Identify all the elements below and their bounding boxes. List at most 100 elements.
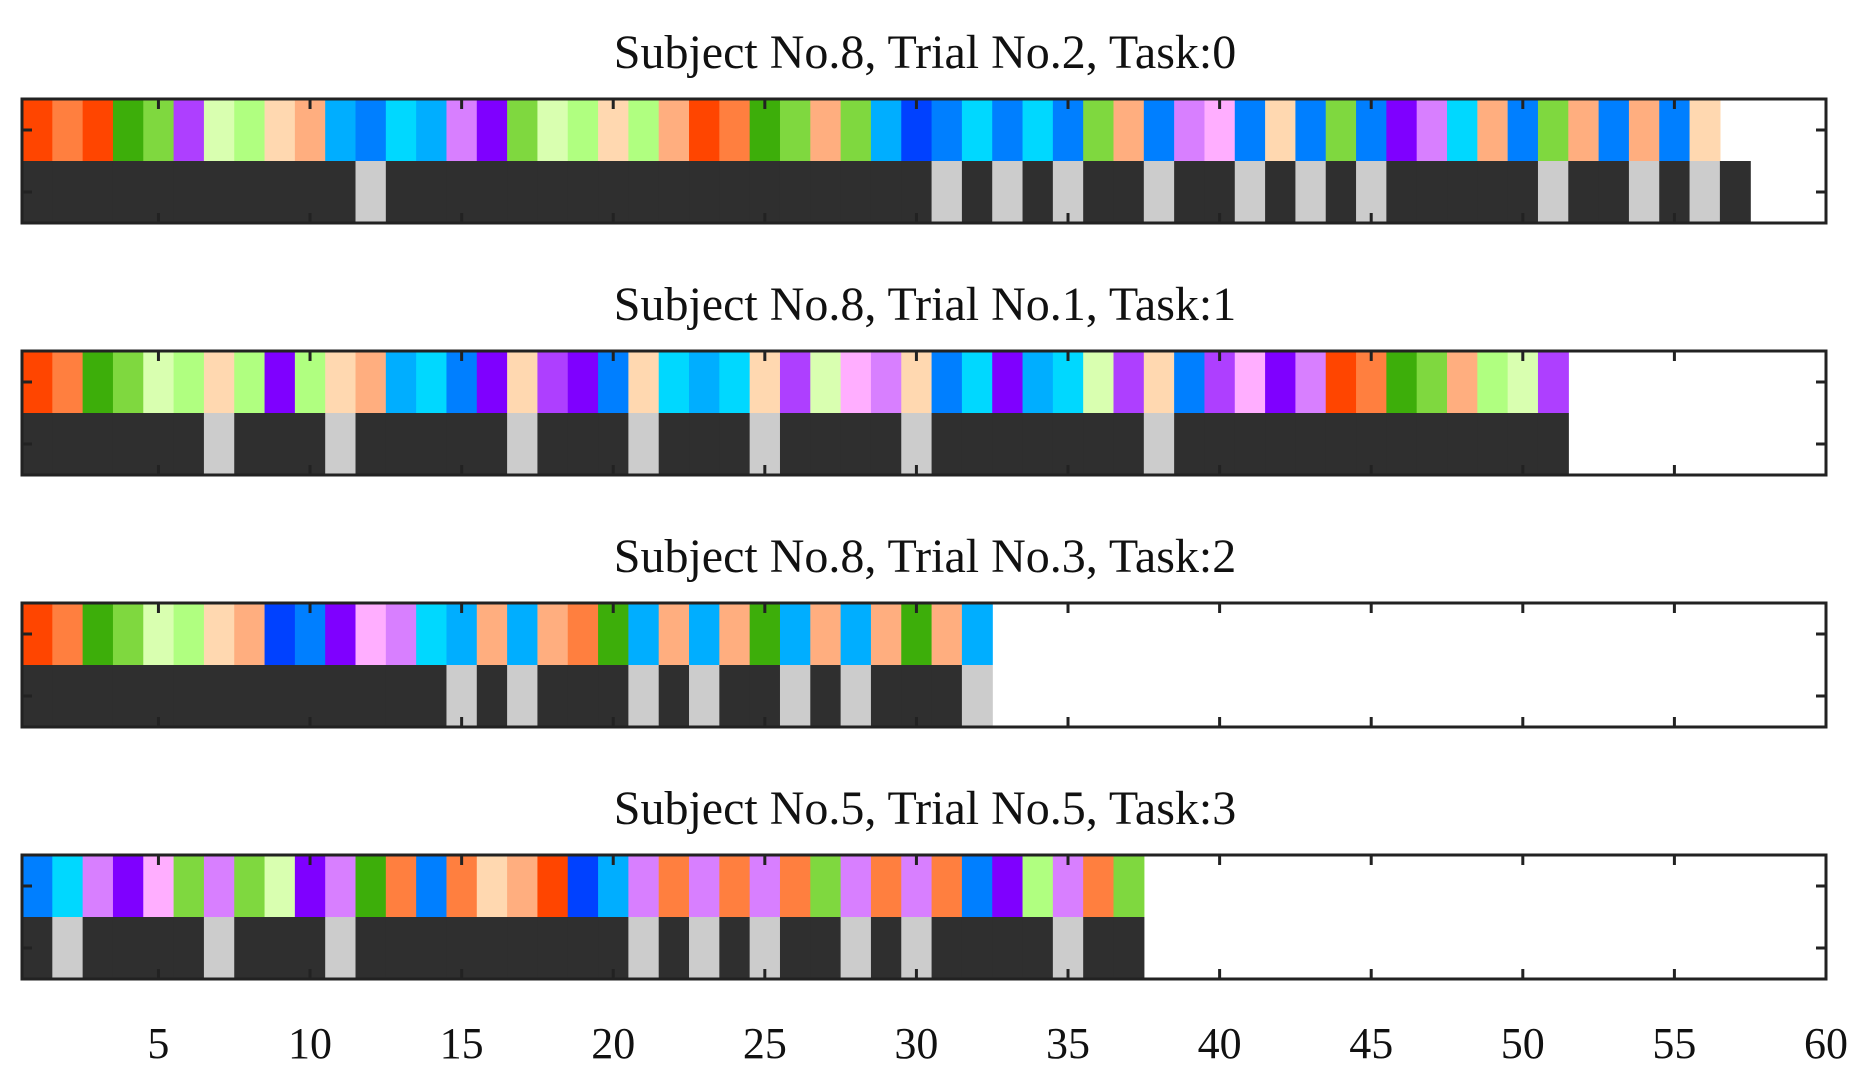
bottom-row-cell [1052,413,1084,475]
bottom-row-cell [810,917,842,979]
top-row-cell [1174,351,1206,413]
bottom-row-cell [1447,413,1478,475]
bottom-row-cell [203,665,235,727]
bottom-row-cell [1022,917,1054,979]
panel-task-1: Subject No.8, Trial No.1, Task:1 [20,278,1828,477]
top-row-cell [82,603,114,665]
top-row-cell [689,351,720,413]
top-row-cell [416,855,448,917]
bottom-row-cell [961,161,993,223]
bottom-row-cell [416,413,448,475]
bottom-row-cell [1477,413,1509,475]
bottom-row-cell [416,917,448,979]
top-row-cell [507,603,539,665]
top-row-cell [658,603,690,665]
bottom-row-cell [1113,413,1145,475]
bottom-row-cell [325,413,357,475]
bottom-row-cell [840,161,872,223]
top-row-cell [1052,351,1084,413]
bottom-row-cell [537,665,569,727]
panel-frame [20,349,1828,477]
bottom-row-cell [1507,413,1539,475]
top-row-cell [476,351,508,413]
top-row-cell [840,855,872,917]
bottom-row-cell [1386,161,1418,223]
top-row-cell [598,855,629,917]
panel-frame [20,853,1828,981]
bottom-row-cell [294,665,326,727]
bottom-row-cell [82,665,114,727]
bottom-row-cell [355,161,387,223]
top-row-cell [234,603,266,665]
bottom-row-cell [779,161,811,223]
bottom-row-cell [537,161,569,223]
top-row-cell [598,351,629,413]
top-row-cell [719,99,751,161]
top-row-cell [1386,99,1418,161]
top-row-cell [1113,351,1145,413]
top-row-cell [1022,351,1054,413]
bottom-row-cell [82,161,114,223]
panel-title: Subject No.8, Trial No.3, Task:2 [614,530,1236,583]
top-row-cell [1204,351,1236,413]
top-row-cell [1447,99,1478,161]
bottom-row-cell [901,413,933,475]
top-row-cell [870,603,902,665]
bottom-row-cell [52,161,84,223]
top-row-cell [203,351,235,413]
bottom-row-cell [689,665,720,727]
top-row-cell [325,99,357,161]
bottom-row-cell [1265,161,1297,223]
top-row-cell [1022,855,1054,917]
bottom-row-cell [1204,161,1236,223]
bottom-row-cell [416,665,448,727]
bottom-row-cell [1689,161,1721,223]
top-row-cell [325,351,357,413]
bottom-row-cell [567,665,599,727]
top-row-cell [567,855,599,917]
top-row-cell [567,603,599,665]
top-row-cell [507,351,539,413]
bottom-row-cell [294,917,326,979]
bottom-row-cell [52,917,84,979]
bottom-row-cell [385,161,417,223]
top-row-cell [931,603,963,665]
top-row-cell [537,99,569,161]
bottom-row-cell [385,917,417,979]
bottom-row-cell [264,917,296,979]
bottom-row-cell [1174,413,1206,475]
bottom-row-cell [719,413,751,475]
bottom-row-cell [992,161,1024,223]
bottom-row-cell [689,161,720,223]
top-row-cell [325,855,357,917]
bottom-row-cell [689,413,720,475]
top-row-cell [1477,99,1509,161]
bottom-row-cell [173,161,205,223]
bottom-row-cell [112,917,144,979]
top-row-cell [1295,351,1327,413]
top-row-cell [1568,99,1600,161]
bottom-row-cell [658,917,690,979]
bottom-row-cell [598,161,629,223]
bottom-row-cell [628,161,660,223]
bottom-row-cell [234,413,266,475]
top-row-cell [325,603,357,665]
bottom-row-cell [416,161,448,223]
bottom-row-cell [779,665,811,727]
bottom-row-cell [628,917,660,979]
top-row-cell [1416,351,1448,413]
top-row-cell [628,351,660,413]
bottom-row-cell [810,413,842,475]
bottom-row-cell [628,665,660,727]
bottom-row-cell [870,161,902,223]
bottom-row-cell [385,665,417,727]
top-row-cell [870,855,902,917]
bottom-row-cell [1174,161,1206,223]
bottom-row-cell [810,161,842,223]
top-row-cell [52,99,84,161]
bottom-row-cell [1386,413,1418,475]
bottom-row-cell [1568,161,1600,223]
top-row-cell [1447,351,1478,413]
top-row-cell [112,351,144,413]
